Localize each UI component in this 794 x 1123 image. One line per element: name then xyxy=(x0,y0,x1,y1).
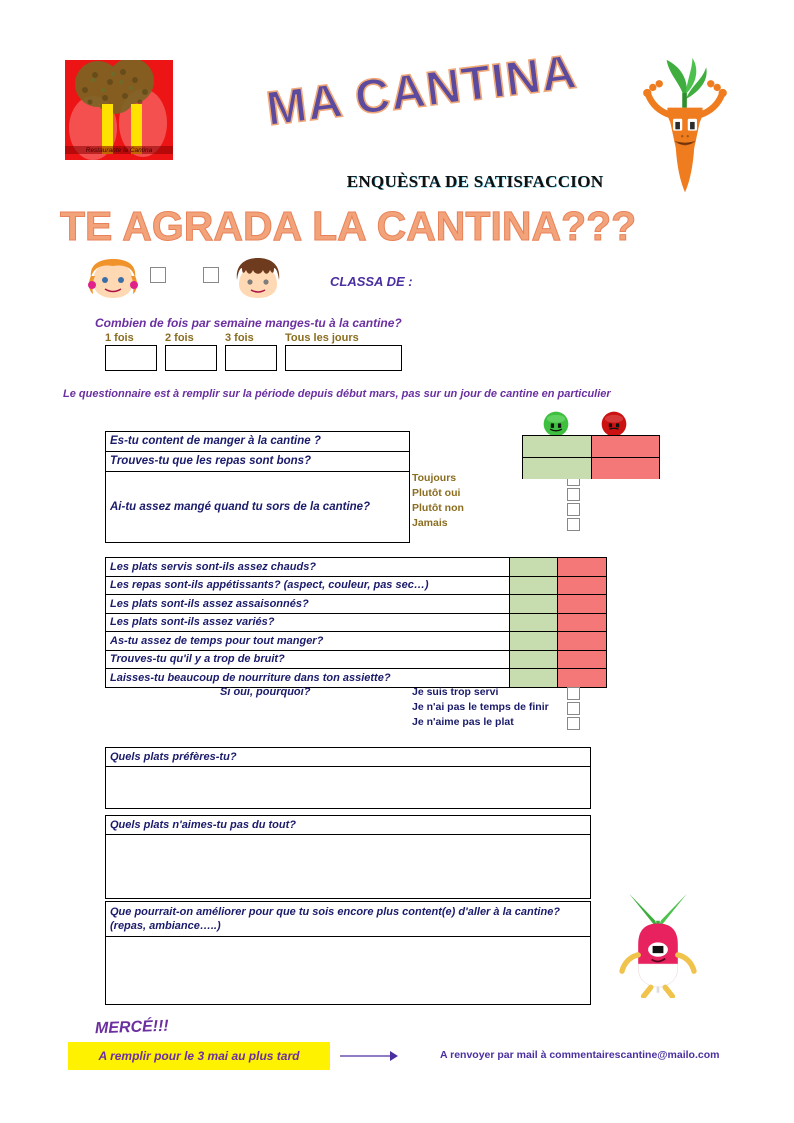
svg-text:Restaurante la Cantina: Restaurante la Cantina xyxy=(86,147,153,154)
